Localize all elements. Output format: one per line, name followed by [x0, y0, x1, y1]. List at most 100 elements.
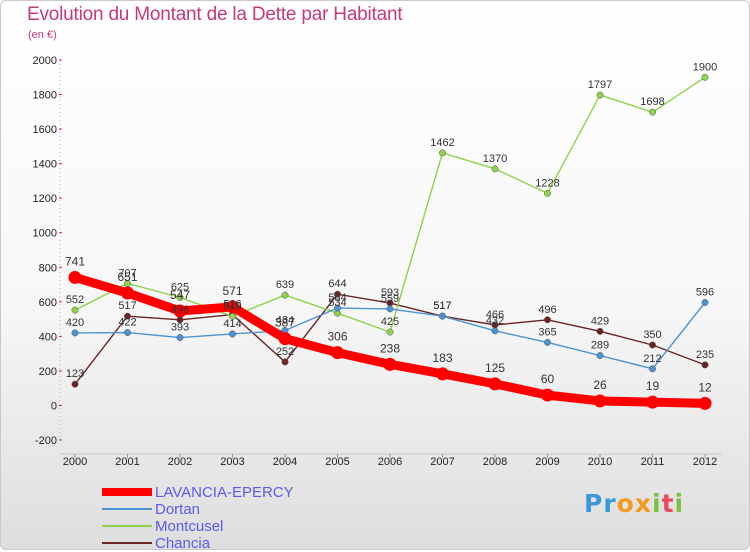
y-tick-label: 1600 — [33, 124, 57, 136]
data-label: 123 — [66, 368, 84, 380]
legend-label: Chancia — [155, 535, 211, 552]
data-point — [701, 361, 709, 369]
data-label: 306 — [327, 330, 347, 344]
x-tick-label: 2009 — [535, 456, 559, 468]
y-tick-label: 400 — [39, 331, 57, 343]
data-label: 741 — [65, 254, 85, 268]
y-tick-label: 1200 — [33, 193, 57, 205]
logo-letter: x — [634, 489, 652, 518]
data-label: 466 — [486, 309, 504, 321]
legend-swatch — [102, 488, 152, 496]
data-label: 19 — [646, 379, 660, 393]
data-point — [488, 377, 502, 391]
data-label: 1462 — [430, 137, 454, 149]
data-label: 350 — [643, 329, 661, 341]
y-tick-label: 0 — [51, 400, 57, 412]
data-point — [124, 312, 131, 320]
data-label: 60 — [541, 372, 555, 386]
series-layer — [68, 73, 712, 410]
data-label: 425 — [381, 316, 399, 328]
data-label: 183 — [432, 351, 452, 365]
data-point — [596, 352, 604, 359]
data-label: 125 — [485, 361, 505, 375]
data-point — [386, 305, 394, 313]
y-tick-label: 2000 — [33, 55, 57, 67]
data-point — [383, 357, 397, 371]
data-point — [649, 108, 656, 116]
data-point — [593, 394, 607, 408]
y-tick-label: 600 — [39, 297, 57, 309]
data-label: 496 — [171, 304, 189, 316]
data-point — [334, 290, 341, 298]
data-point — [701, 73, 709, 81]
data-point — [176, 294, 184, 301]
data-label: 547 — [170, 288, 190, 302]
data-point — [226, 300, 239, 314]
x-tick-label: 2006 — [378, 456, 402, 468]
series-lavancia-epercy — [68, 270, 712, 410]
data-label: 593 — [381, 287, 399, 299]
logo-letter: P — [584, 489, 604, 518]
data-point — [68, 270, 82, 284]
data-label: 517 — [433, 300, 451, 312]
data-label: 534 — [328, 297, 346, 309]
legend-label: Montcusel — [155, 518, 224, 535]
y-tick-label: 1000 — [33, 228, 57, 240]
x-tick-label: 2002 — [168, 456, 192, 468]
legend-label: Dortan — [155, 501, 201, 518]
data-point — [176, 334, 184, 342]
data-label: 526 — [223, 299, 241, 311]
data-point — [541, 388, 554, 402]
data-point — [491, 327, 499, 335]
data-point — [698, 396, 712, 410]
data-point — [596, 91, 604, 99]
data-label: 1370 — [483, 153, 507, 165]
data-label: 651 — [117, 270, 137, 284]
data-label: 639 — [276, 279, 294, 291]
x-tick-label: 2000 — [63, 456, 87, 468]
data-label: 422 — [118, 317, 136, 329]
data-label: 238 — [380, 341, 400, 355]
legend-swatch — [102, 525, 152, 527]
data-label: 252 — [276, 346, 294, 358]
data-point — [229, 330, 236, 338]
data-point — [121, 286, 134, 300]
data-label: 564 — [328, 292, 346, 304]
x-tick-label: 2012 — [693, 456, 717, 468]
logo-letter: r — [603, 489, 617, 518]
data-point — [491, 165, 499, 173]
data-label: 414 — [223, 318, 241, 330]
y-tick-label: 1400 — [33, 159, 57, 171]
data-label: 516 — [223, 300, 241, 312]
x-tick-label: 2005 — [325, 456, 349, 468]
data-labels-layer: 123 517 496 526 252 644 593 517 466 496 429 350 235 5… — [65, 61, 717, 394]
y-tick-label: 200 — [39, 366, 57, 378]
legend-swatch — [102, 542, 152, 544]
data-point — [71, 329, 79, 337]
data-label: 517 — [433, 300, 451, 312]
proxiti-logo: Proxiti — [584, 489, 684, 518]
data-point — [71, 306, 79, 314]
chart-title: Evolution du Montant de la Dette par Hab… — [27, 4, 403, 25]
data-label: 1228 — [535, 177, 559, 189]
x-tick-label: 2007 — [430, 456, 454, 468]
data-point — [596, 327, 604, 335]
data-point — [544, 316, 551, 324]
data-label: 235 — [696, 349, 714, 361]
axes: -200 0 200 400 600 800 1000 1200 1400 1600 1800 200… — [33, 55, 722, 468]
data-label: 26 — [593, 378, 607, 392]
data-label: 289 — [591, 340, 609, 352]
data-label: 365 — [538, 326, 556, 338]
legend-swatch — [102, 508, 152, 510]
data-point — [281, 291, 289, 299]
data-label: 1900 — [693, 61, 717, 73]
data-point — [173, 304, 187, 318]
data-point — [278, 332, 292, 346]
data-point — [71, 380, 79, 388]
x-tick-label: 2008 — [483, 456, 507, 468]
y-tick-label: 800 — [39, 262, 57, 274]
data-point — [124, 329, 131, 337]
series-montcusel — [71, 73, 709, 336]
x-tick-label: 2004 — [273, 456, 297, 468]
data-label: 496 — [538, 304, 556, 316]
